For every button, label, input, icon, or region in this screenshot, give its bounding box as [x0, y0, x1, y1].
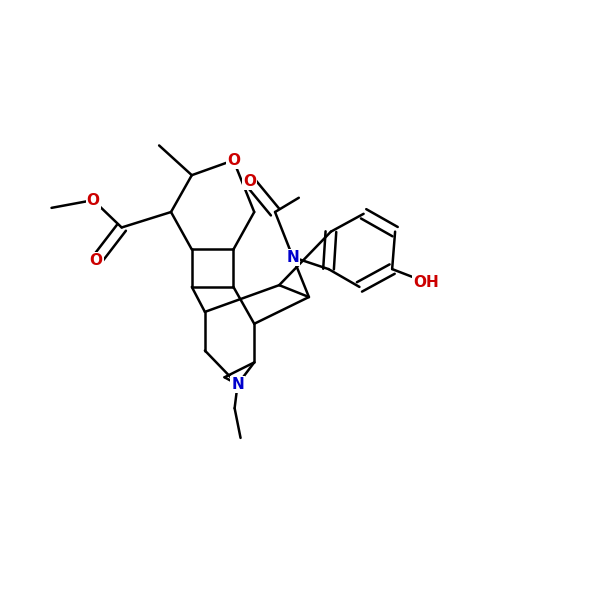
Text: O: O — [89, 253, 103, 268]
Text: O: O — [86, 193, 100, 208]
Text: N: N — [286, 250, 299, 265]
Text: O: O — [227, 153, 240, 168]
Text: N: N — [231, 377, 244, 392]
Text: O: O — [243, 173, 256, 188]
Text: OH: OH — [413, 275, 439, 290]
